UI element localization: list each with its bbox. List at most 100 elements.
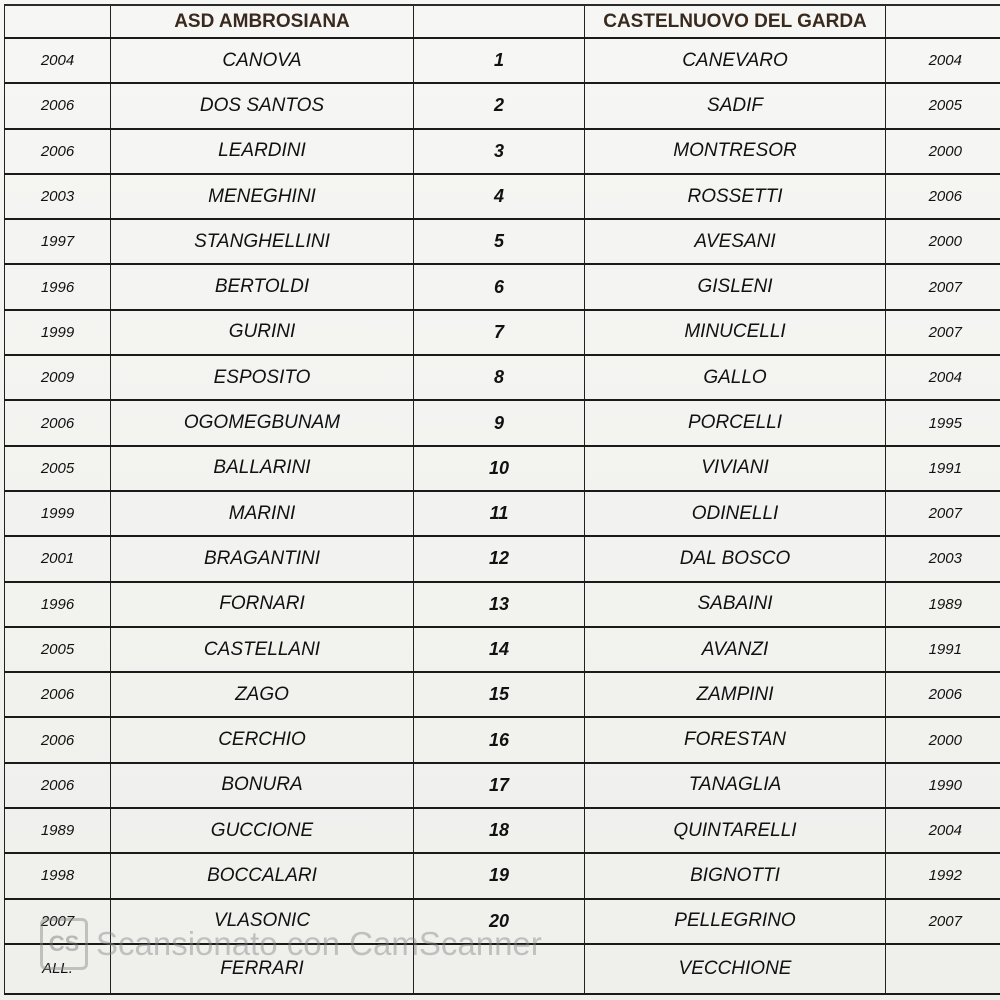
away-birth-year: 1990 — [885, 762, 1000, 810]
away-birth-year: 1991 — [885, 626, 1000, 674]
home-coach: FERRARI — [110, 943, 414, 995]
shirt-number: 10 — [413, 445, 585, 492]
home-birth-year: 2006 — [4, 672, 111, 719]
away-player: AVANZI — [584, 626, 886, 674]
away-player: ROSSETTI — [584, 173, 886, 221]
away-player: BIGNOTTI — [584, 853, 886, 900]
shirt-number: 16 — [413, 717, 585, 764]
away-player: DAL BOSCO — [584, 536, 886, 583]
player-row: 2003 MENEGHINI 4 ROSSETTI 2006 — [4, 173, 1000, 221]
away-birth-year: 2000 — [885, 219, 1000, 266]
away-player: QUINTARELLI — [584, 808, 886, 855]
home-birth-year: 1996 — [4, 264, 111, 311]
away-player: GISLENI — [584, 264, 886, 311]
header-row: ASD AMBROSIANA CASTELNUOVO DEL GARDA — [4, 4, 1000, 39]
home-birth-year: 1999 — [4, 309, 111, 357]
away-player: SABAINI — [584, 581, 886, 628]
home-birth-year: 1996 — [4, 581, 111, 628]
shirt-number: 14 — [413, 626, 585, 674]
away-birth-year: 2007 — [885, 309, 1000, 357]
player-row: 2006 LEARDINI 3 MONTRESOR 2000 — [4, 128, 1000, 175]
away-player: AVESANI — [584, 219, 886, 266]
away-birth-year: 2004 — [885, 355, 1000, 402]
away-player: MONTRESOR — [584, 128, 886, 175]
home-player: BOCCALARI — [110, 853, 414, 900]
away-player: GALLO — [584, 355, 886, 402]
away-player: SADIF — [584, 83, 886, 130]
home-player: DOS SANTOS — [110, 83, 414, 130]
player-row: 2001 BRAGANTINI 12 DAL BOSCO 2003 — [4, 536, 1000, 583]
home-birth-year: 2006 — [4, 762, 111, 810]
player-row: 1999 GURINI 7 MINUCELLI 2007 — [4, 309, 1000, 357]
away-player: PELLEGRINO — [584, 898, 886, 945]
home-birth-year: 2004 — [4, 38, 111, 85]
away-birth-year: 1992 — [885, 853, 1000, 900]
home-birth-year: 2003 — [4, 173, 111, 221]
shirt-number: 15 — [413, 672, 585, 719]
home-player: VLASONIC — [110, 898, 414, 945]
player-row: 1996 BERTOLDI 6 GISLENI 2007 — [4, 264, 1000, 311]
shirt-number: 19 — [413, 853, 585, 900]
header-empty — [4, 4, 111, 39]
shirt-number: 12 — [413, 536, 585, 583]
away-player: ZAMPINI — [584, 672, 886, 719]
lineup-table: ASD AMBROSIANA CASTELNUOVO DEL GARDA 200… — [4, 4, 1000, 995]
away-player: FORESTAN — [584, 717, 886, 764]
away-birth-year: 2006 — [885, 672, 1000, 719]
home-birth-year: 1997 — [4, 219, 111, 266]
home-player: FORNARI — [110, 581, 414, 628]
home-player: STANGHELLINI — [110, 219, 414, 266]
player-row: 2006 DOS SANTOS 2 SADIF 2005 — [4, 83, 1000, 130]
player-row: 1997 STANGHELLINI 5 AVESANI 2000 — [4, 219, 1000, 266]
home-player: CANOVA — [110, 38, 414, 85]
shirt-number: 7 — [413, 309, 585, 357]
player-row: 2006 OGOMEGBUNAM 9 PORCELLI 1995 — [4, 400, 1000, 447]
home-player: MENEGHINI — [110, 173, 414, 221]
shirt-number: 1 — [413, 38, 585, 85]
player-row: 2006 ZAGO 15 ZAMPINI 2006 — [4, 672, 1000, 719]
player-row: 2006 CERCHIO 16 FORESTAN 2000 — [4, 717, 1000, 764]
away-player: VIVIANI — [584, 445, 886, 492]
away-player: CANEVARO — [584, 38, 886, 85]
shirt-number: 9 — [413, 400, 585, 447]
player-row: 2005 BALLARINI 10 VIVIANI 1991 — [4, 445, 1000, 492]
home-birth-year: 2005 — [4, 445, 111, 492]
home-birth-year: 1998 — [4, 853, 111, 900]
home-birth-year: 2006 — [4, 717, 111, 764]
away-team-name: CASTELNUOVO DEL GARDA — [584, 4, 886, 39]
home-player: CASTELLANI — [110, 626, 414, 674]
home-player: BONURA — [110, 762, 414, 810]
shirt-number: 6 — [413, 264, 585, 311]
shirt-number: 5 — [413, 219, 585, 266]
player-row: 2004 CANOVA 1 CANEVARO 2004 — [4, 38, 1000, 85]
away-birth-year: 2007 — [885, 490, 1000, 538]
away-player: ODINELLI — [584, 490, 886, 538]
away-player: TANAGLIA — [584, 762, 886, 810]
home-player: MARINI — [110, 490, 414, 538]
shirt-number: 17 — [413, 762, 585, 810]
away-coach: VECCHIONE — [584, 943, 886, 995]
home-player: BERTOLDI — [110, 264, 414, 311]
home-player: BRAGANTINI — [110, 536, 414, 583]
home-birth-year: 2007 — [4, 898, 111, 945]
away-player: MINUCELLI — [584, 309, 886, 357]
empty-cell — [885, 943, 1000, 995]
shirt-number: 18 — [413, 808, 585, 855]
away-birth-year: 1995 — [885, 400, 1000, 447]
away-birth-year: 2000 — [885, 128, 1000, 175]
empty-cell — [413, 943, 585, 995]
away-birth-year: 2007 — [885, 264, 1000, 311]
player-row: 2007 VLASONIC 20 PELLEGRINO 2007 — [4, 898, 1000, 945]
shirt-number: 3 — [413, 128, 585, 175]
home-birth-year: 2005 — [4, 626, 111, 674]
away-birth-year: 1989 — [885, 581, 1000, 628]
away-birth-year: 2005 — [885, 83, 1000, 130]
header-empty — [885, 4, 1000, 39]
home-birth-year: 2006 — [4, 128, 111, 175]
coach-label: ALL. — [4, 943, 111, 995]
home-player: LEARDINI — [110, 128, 414, 175]
home-player: GUCCIONE — [110, 808, 414, 855]
player-row: 2005 CASTELLANI 14 AVANZI 1991 — [4, 626, 1000, 674]
away-birth-year: 2007 — [885, 898, 1000, 945]
